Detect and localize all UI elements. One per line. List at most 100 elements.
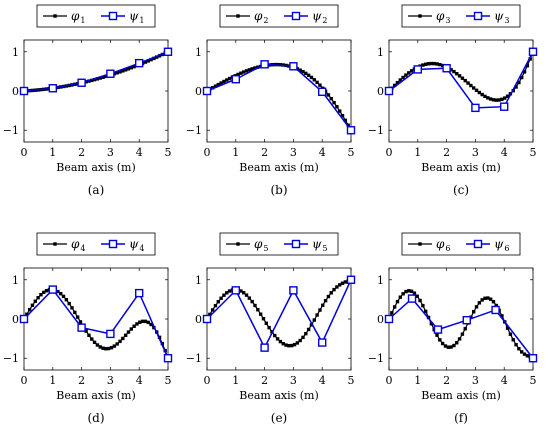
series-point-φ4 — [104, 347, 108, 351]
series-point-φ5 — [298, 338, 302, 343]
series-point-φ2 — [335, 105, 339, 109]
series-point-φ4 — [56, 289, 60, 294]
x-tick-label: 2 — [261, 146, 268, 159]
plot-area-frame — [388, 39, 534, 143]
series-point-φ2 — [216, 82, 220, 87]
series-point-φ5 — [292, 342, 297, 347]
series-point-ψ3 — [500, 102, 509, 111]
series-point-ψ2 — [289, 62, 298, 71]
series-point-φ5 — [244, 293, 249, 297]
series-point-φ6 — [522, 352, 527, 356]
series-point-φ5 — [256, 308, 260, 312]
series-point-φ4 — [92, 340, 97, 345]
x-tick-label: 2 — [443, 374, 450, 387]
series-point-φ6 — [480, 298, 484, 302]
x-tick-label: 4 — [501, 374, 508, 387]
series-point-φ5 — [213, 303, 218, 308]
series-point-φ3 — [455, 71, 459, 76]
series-point-φ1 — [129, 66, 133, 70]
subplot-caption: (b) — [270, 183, 287, 197]
series-point-φ4 — [33, 299, 37, 303]
series-point-ψ1 — [106, 69, 115, 78]
series-point-φ2 — [332, 100, 336, 105]
series-point-φ6 — [446, 345, 450, 349]
series-point-φ5 — [267, 325, 271, 330]
series-point-φ3 — [452, 69, 456, 74]
series-point-φ3 — [514, 85, 518, 89]
series-point-φ4 — [132, 324, 136, 328]
series-point-φ5 — [335, 285, 339, 289]
series-point-φ3 — [392, 83, 397, 88]
series-point-φ5 — [273, 333, 277, 338]
series-point-φ4 — [75, 315, 80, 319]
x-tick-label: 1 — [232, 374, 239, 387]
subplot-caption: (e) — [271, 411, 287, 425]
series-point-φ5 — [253, 303, 257, 308]
series-point-φ6 — [508, 332, 513, 336]
series-point-φ6 — [440, 341, 445, 346]
series-point-φ4 — [112, 344, 117, 348]
x-axis-label: Beam axis (m) — [239, 161, 319, 174]
legend-box — [36, 232, 156, 256]
x-tick-label: 4 — [136, 146, 143, 159]
series-point-φ2 — [343, 118, 348, 123]
legend-marker-ψ4 — [108, 239, 118, 249]
series-point-φ6 — [463, 327, 467, 331]
y-tick-label: 1 — [12, 46, 19, 59]
series-point-φ5 — [326, 294, 331, 299]
series-point-φ5 — [332, 287, 336, 292]
series-point-φ6 — [443, 344, 448, 348]
legend-marker-φ2 — [236, 14, 240, 18]
series-point-ψ5 — [318, 338, 327, 347]
series-point-φ3 — [407, 71, 411, 75]
series-point-φ6 — [429, 322, 434, 326]
series-point-φ4 — [126, 330, 131, 334]
series-point-φ3 — [505, 94, 510, 98]
series-point-ψ4 — [163, 354, 173, 363]
plot-area-frame — [388, 267, 534, 371]
series-point-φ1 — [92, 77, 97, 82]
series-point-φ5 — [247, 296, 252, 300]
series-point-φ6 — [474, 305, 479, 309]
legend-box — [219, 232, 339, 256]
series-point-φ2 — [338, 109, 342, 113]
legend: φ3 ψ3 — [401, 4, 521, 28]
x-tick-label: 4 — [319, 146, 326, 159]
series-point-φ3 — [488, 97, 493, 101]
series-line-φ2 — [206, 63, 352, 131]
series-point-φ3 — [421, 63, 425, 67]
series-point-φ2 — [318, 83, 322, 87]
legend-marker-ψ2 — [291, 11, 301, 21]
y-tick-label: 1 — [377, 274, 384, 287]
series-point-φ2 — [326, 93, 331, 97]
series-point-φ6 — [477, 301, 482, 305]
y-tick-label: 1 — [12, 274, 19, 287]
series-point-φ3 — [404, 73, 408, 77]
series-point-ψ3 — [442, 64, 451, 73]
series-point-φ2 — [309, 75, 314, 80]
series-point-φ1 — [101, 75, 105, 79]
y-tick-label: −1 — [3, 352, 19, 365]
series-point-φ5 — [239, 289, 243, 293]
series-point-φ4 — [149, 322, 153, 327]
series-point-φ5 — [227, 289, 232, 293]
series-point-ψ4 — [48, 285, 57, 294]
x-tick-label: 4 — [136, 374, 143, 387]
series-point-ψ4 — [134, 288, 144, 298]
plot-area-frame — [23, 267, 169, 371]
series-point-φ2 — [225, 78, 229, 82]
series-point-φ4 — [123, 333, 128, 337]
series-point-φ1 — [118, 70, 122, 74]
series-line-ψ2 — [206, 63, 352, 131]
series-point-ψ2 — [260, 60, 269, 69]
series-point-φ3 — [480, 92, 484, 97]
x-tick-label: 3 — [290, 146, 297, 159]
series-point-φ5 — [309, 323, 314, 327]
legend: φ1 ψ1 — [36, 4, 156, 28]
series-point-φ6 — [435, 333, 439, 337]
x-tick-label: 3 — [472, 374, 479, 387]
series-point-φ2 — [329, 96, 333, 101]
series-point-φ6 — [418, 298, 422, 303]
series-point-φ5 — [284, 343, 288, 347]
